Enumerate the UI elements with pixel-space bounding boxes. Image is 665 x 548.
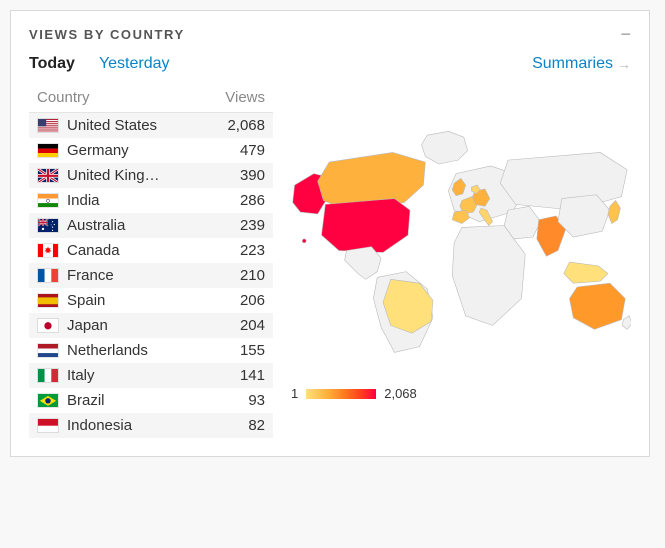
flag-icon xyxy=(37,318,59,333)
country-name: Spain xyxy=(67,292,105,309)
table-row[interactable]: United States 2,068 xyxy=(29,113,273,139)
country-name: France xyxy=(67,267,114,284)
table-row[interactable]: Italy 141 xyxy=(29,363,273,388)
flag-icon xyxy=(37,393,59,408)
flag-icon xyxy=(37,218,59,233)
country-name: Brazil xyxy=(67,392,105,409)
country-name: Germany xyxy=(67,142,129,159)
flag-icon xyxy=(37,193,59,208)
table-row[interactable]: Germany 479 xyxy=(29,138,273,163)
flag-icon xyxy=(37,118,59,133)
arrow-right-icon: → xyxy=(617,56,631,72)
table-row[interactable]: Canada 223 xyxy=(29,238,273,263)
timeframe-tabs: Today Yesterday xyxy=(29,55,170,73)
country-name: United States xyxy=(67,117,157,134)
country-name: Netherlands xyxy=(67,342,148,359)
subheader: Today Yesterday Summaries → xyxy=(29,55,631,73)
map-legend: 1 2,068 xyxy=(291,386,631,401)
table-row[interactable]: Japan 204 xyxy=(29,313,273,338)
country-name: India xyxy=(67,192,100,209)
table-row[interactable]: Spain 206 xyxy=(29,288,273,313)
country-cell: Italy xyxy=(29,363,199,388)
views-value: 206 xyxy=(203,288,273,313)
legend-max: 2,068 xyxy=(384,386,417,401)
flag-icon xyxy=(37,418,59,433)
views-value: 210 xyxy=(203,263,273,288)
flag-icon xyxy=(37,243,59,258)
views-value: 479 xyxy=(203,138,273,163)
country-cell: France xyxy=(29,263,199,288)
views-value: 204 xyxy=(203,313,273,338)
views-by-country-panel: VIEWS BY COUNTRY − Today Yesterday Summa… xyxy=(10,10,650,457)
table-row[interactable]: Australia 239 xyxy=(29,213,273,238)
views-value: 141 xyxy=(203,363,273,388)
flag-icon xyxy=(37,168,59,183)
country-cell: Indonesia xyxy=(29,413,199,438)
table-row[interactable]: Netherlands 155 xyxy=(29,338,273,363)
country-name: Indonesia xyxy=(67,417,132,434)
country-name: Italy xyxy=(67,367,95,384)
tab-yesterday[interactable]: Yesterday xyxy=(99,55,170,73)
country-cell: Germany xyxy=(29,138,199,163)
summaries-label: Summaries xyxy=(532,55,613,73)
country-name: Canada xyxy=(67,242,120,259)
country-name: Australia xyxy=(67,217,125,234)
map-wrap: 1 2,068 xyxy=(285,83,631,438)
country-table: Country Views United States 2,068 Germany 4… xyxy=(29,83,273,438)
panel-title: VIEWS BY COUNTRY xyxy=(29,27,185,42)
views-value: 223 xyxy=(203,238,273,263)
views-value: 390 xyxy=(203,163,273,188)
summaries-link[interactable]: Summaries → xyxy=(532,55,631,73)
flag-icon xyxy=(37,343,59,358)
views-value: 239 xyxy=(203,213,273,238)
country-table-wrap: Country Views United States 2,068 Germany 4… xyxy=(29,83,273,438)
collapse-button[interactable]: − xyxy=(620,25,631,43)
country-name: Japan xyxy=(67,317,108,334)
country-cell: Spain xyxy=(29,288,199,313)
legend-gradient xyxy=(306,389,376,399)
flag-icon xyxy=(37,268,59,283)
country-cell: India xyxy=(29,188,199,213)
content-row: Country Views United States 2,068 Germany 4… xyxy=(29,83,631,438)
flag-icon xyxy=(37,143,59,158)
views-value: 2,068 xyxy=(203,113,273,139)
table-row[interactable]: India 286 xyxy=(29,188,273,213)
table-row[interactable]: Brazil 93 xyxy=(29,388,273,413)
col-country: Country xyxy=(29,83,203,113)
views-value: 155 xyxy=(203,338,273,363)
table-row[interactable]: United King… 390 xyxy=(29,163,273,188)
legend-min: 1 xyxy=(291,386,298,401)
tab-today[interactable]: Today xyxy=(29,55,75,73)
country-cell: Australia xyxy=(29,213,199,238)
views-value: 286 xyxy=(203,188,273,213)
country-cell: United States xyxy=(29,113,199,138)
table-row[interactable]: Indonesia 82 xyxy=(29,413,273,438)
panel-header: VIEWS BY COUNTRY − xyxy=(29,25,631,43)
world-map xyxy=(285,103,631,373)
flag-icon xyxy=(37,293,59,308)
country-cell: United King… xyxy=(29,163,199,188)
col-views: Views xyxy=(203,83,273,113)
table-row[interactable]: France 210 xyxy=(29,263,273,288)
country-cell: Japan xyxy=(29,313,199,338)
country-cell: Netherlands xyxy=(29,338,199,363)
country-name: United King… xyxy=(67,167,160,184)
flag-icon xyxy=(37,368,59,383)
country-cell: Canada xyxy=(29,238,199,263)
views-value: 93 xyxy=(203,388,273,413)
views-value: 82 xyxy=(203,413,273,438)
country-cell: Brazil xyxy=(29,388,199,413)
